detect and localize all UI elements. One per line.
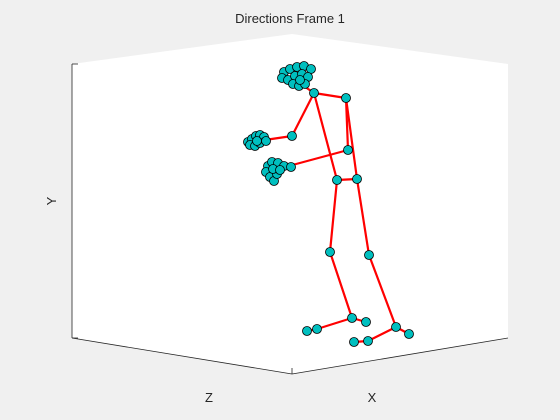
joint-marker [365, 251, 374, 260]
joint-marker [342, 94, 351, 103]
joint-marker [253, 137, 262, 146]
joint-marker [353, 175, 362, 184]
joint-marker [405, 330, 414, 339]
joint-marker [262, 137, 271, 146]
joint-marker [310, 89, 319, 98]
joint-marker [303, 327, 312, 336]
joint-marker [276, 166, 285, 175]
joint-marker [392, 323, 401, 332]
joint-marker [333, 176, 342, 185]
joint-marker [362, 318, 371, 327]
joint-marker [313, 325, 322, 334]
joint-marker [296, 76, 305, 85]
y-axis-label: Y [44, 196, 59, 205]
joint-marker [364, 337, 373, 346]
x-axis-label: X [368, 390, 377, 405]
plot-title: Directions Frame 1 [235, 11, 345, 26]
joint-marker [287, 163, 296, 172]
joint-marker [350, 338, 359, 347]
joint-marker [348, 314, 357, 323]
z-axis-label: Z [205, 390, 213, 405]
joint-marker [288, 132, 297, 141]
joint-marker [326, 248, 335, 257]
joint-marker [344, 146, 353, 155]
